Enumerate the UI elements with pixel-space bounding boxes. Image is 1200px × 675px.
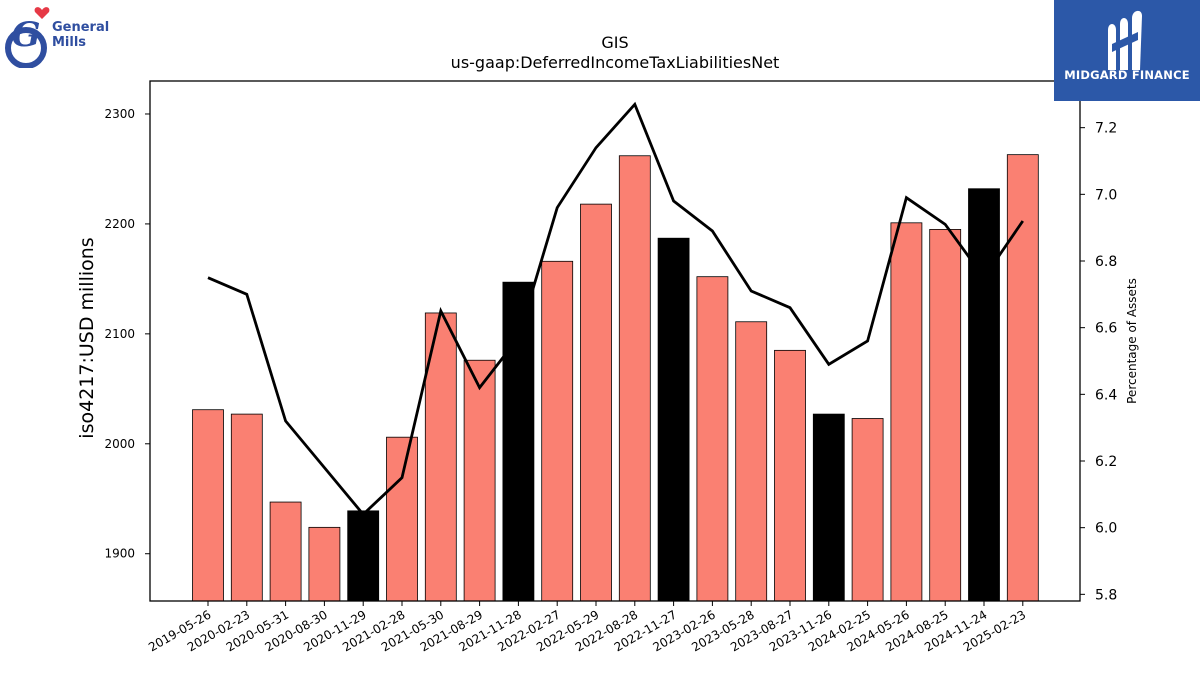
y-tick-label: 2100 bbox=[104, 327, 135, 341]
bar bbox=[890, 222, 923, 602]
x-axis: 2019-05-262020-02-232020-05-312020-08-30… bbox=[146, 601, 1028, 654]
y2-tick-label: 6.4 bbox=[1095, 387, 1117, 403]
general-mills-g-icon: G bbox=[5, 7, 50, 69]
y2-tick-label: 6.0 bbox=[1095, 521, 1117, 537]
bar bbox=[968, 188, 1000, 602]
bar bbox=[735, 321, 768, 602]
general-mills-wordmark: General Mills bbox=[52, 20, 110, 50]
bar bbox=[1006, 154, 1039, 602]
y2-tick-label: 7.0 bbox=[1095, 187, 1117, 203]
general-mills-logo: G General Mills bbox=[4, 4, 119, 69]
bar bbox=[929, 229, 962, 602]
bar bbox=[657, 237, 690, 602]
bar bbox=[774, 349, 806, 602]
y-tick-label: 2300 bbox=[104, 107, 135, 121]
bar bbox=[192, 409, 224, 602]
bar bbox=[269, 501, 302, 602]
y-tick-label: 2200 bbox=[104, 217, 135, 231]
bar bbox=[463, 359, 496, 602]
bar-series bbox=[192, 154, 1039, 602]
y-tick-label: 1900 bbox=[104, 547, 135, 561]
chart-subtitle: us-gaap:DeferredIncomeTaxLiabilitiesNet bbox=[450, 53, 780, 72]
line-path bbox=[207, 101, 1024, 517]
bar bbox=[618, 155, 651, 602]
midgard-finance-wordmark: MIDGARD FINANCE bbox=[1064, 68, 1190, 82]
bar bbox=[696, 276, 729, 602]
y2-tick-label: 6.2 bbox=[1095, 454, 1117, 470]
y2-tick-label: 6.6 bbox=[1095, 321, 1117, 337]
midgard-m-icon bbox=[1108, 10, 1142, 70]
bar bbox=[308, 526, 341, 602]
line-series bbox=[207, 101, 1024, 517]
bar bbox=[851, 418, 884, 602]
svg-text:G: G bbox=[11, 15, 40, 55]
y2-tick-label: 6.8 bbox=[1095, 254, 1117, 270]
y2-axis-label: Percentage of Assets bbox=[1125, 278, 1139, 404]
y-axis-right: 5.8 6.0 6.2 6.4 6.6 6.8 7.0 7.2 bbox=[1080, 121, 1117, 603]
midgard-finance-logo: MIDGARD FINANCE bbox=[1054, 0, 1200, 101]
plot-frame bbox=[149, 80, 1081, 602]
y-axis-label: iso4217:USD millions bbox=[76, 237, 98, 438]
y-tick-label: 2000 bbox=[104, 437, 135, 451]
bar bbox=[580, 203, 612, 602]
bar bbox=[541, 260, 574, 602]
bar bbox=[386, 436, 418, 602]
y2-tick-label: 5.8 bbox=[1095, 587, 1117, 603]
chart-title: GIS bbox=[601, 33, 629, 52]
bar bbox=[347, 510, 380, 602]
bar bbox=[502, 281, 535, 602]
bar bbox=[812, 413, 845, 602]
y2-tick-label: 7.2 bbox=[1095, 121, 1117, 137]
bar bbox=[230, 413, 263, 602]
y-axis-left: 1900 2000 2100 2200 2300 bbox=[104, 107, 150, 561]
